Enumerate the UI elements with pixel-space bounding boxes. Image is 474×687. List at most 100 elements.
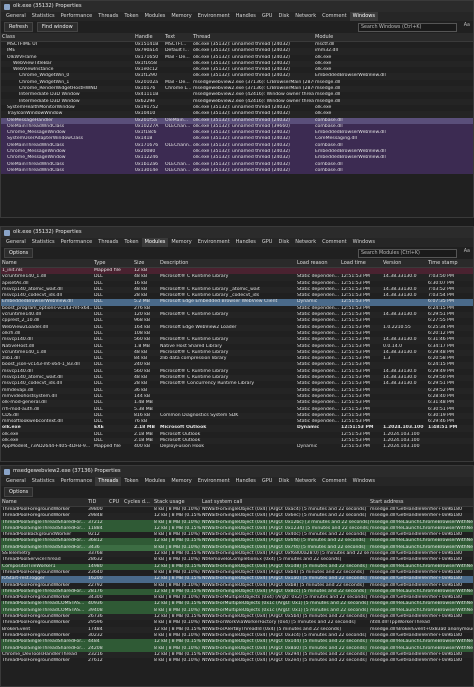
column-header-last-system-call[interactable]: Last system call [202,499,243,505]
module-row[interactable]: boost_json-vc143-mt-x64-1_83.dll DLL 240 k… [1,362,473,369]
thread-row[interactable]: ThreadPoolSingleThreadSharedFor... 4484 12… [1,639,473,646]
window-row[interactable]: OleMainThreadWndClass 0x10227A OLEChan... o… [1,123,473,131]
window-row[interactable]: SystemHealthMonitorWindow 0x191752 olk.exe… [1,105,473,111]
column-header-load-time[interactable]: Load time [341,260,366,266]
tab-memory[interactable]: Memory [171,478,192,484]
module-row[interactable]: WebView2Loader.dll DLL 164 kB Microsoft Edg… [1,324,473,331]
tab-windows[interactable]: Windows [352,478,375,484]
tab-statistics[interactable]: Statistics [31,239,55,245]
module-row[interactable]: olk.exe EXE 2.18 MB Microsoft Outlook Dynami… [1,425,473,432]
module-row[interactable]: cpprest_2_10.dll DLL 968 kB Static dependen… [1,318,473,324]
window-row[interactable]: WebViewInstance 0x1e0c12 olk.exe (35132): … [1,67,473,73]
thread-row[interactable]: ThreadPoolForegroundWorker 26736 12 kB | 8… [1,614,473,621]
thread-row[interactable]: ThreadPoolForegroundWorker 34300 8 kB | 8 … [1,595,473,601]
match-case-toggle[interactable]: Aa [463,23,470,28]
column-header-start-address[interactable]: Start address [370,499,404,505]
tab-token[interactable]: Token [124,13,139,19]
tab-handles[interactable]: Handles [235,478,256,484]
thread-row[interactable]: ThreadPoolForegroundWorker 30232 8 kB | 8 … [1,633,473,639]
module-row[interactable]: msvcp140.dll DLL 560 kB Microsoft® C Runtim… [1,337,473,344]
module-row[interactable]: msvcp140.dll DLL 560 kB Microsoft® C Runtim… [1,369,473,375]
module-row[interactable]: boost_program_options-vc143-mt-x64... DLL… [1,306,473,312]
module-row[interactable]: vcruntime140_1.dll DLL 48 kB Microsoft® C R… [1,274,473,281]
column-header-stack-usage[interactable]: Stack usage [154,499,185,505]
column-header-cycles-d[interactable]: Cycles d... [124,499,150,505]
module-row[interactable]: olk.exe DLL 2.18 MB Microsoft Outlook 12:51:… [1,438,473,445]
tab-disk[interactable]: Disk [278,478,290,484]
tab-memory[interactable]: Memory [171,239,192,245]
tab-comment[interactable]: Comment [322,478,347,484]
window-row[interactable]: SystemUserAdapterWindowClass 0x1418 olk.ex… [1,136,473,143]
match-case-toggle[interactable]: Aa [463,249,470,254]
module-row[interactable]: mmvideohostsystem.dll DLL 144 kB Static dep… [1,394,473,400]
tab-network[interactable]: Network [295,239,317,245]
window-row[interactable]: OleMainThreadWndClass 0x171676 OLEChann...… [1,142,473,150]
module-row[interactable]: EmbeddedBrowserWebView.dll DLL 5.2 MB Micro… [1,299,473,306]
tab-token[interactable]: Token [124,478,139,484]
thread-row[interactable]: ThreadPoolSingleThreadSharedFor... 24208 8… [1,645,473,652]
tab-gpu[interactable]: GPU [261,239,273,245]
tab-general[interactable]: General [6,13,26,19]
thread-row[interactable]: BrokerEvent 17484 12 kB | 8 MB (0.15%) NtWa… [1,626,473,633]
thread-row[interactable]: Chrome_DevToolsHandlerThread 23216 12 kB |… [1,651,473,659]
title-bar[interactable]: olk.exe (35132) Properties [1,227,473,238]
tab-environment[interactable]: Environment [197,239,230,245]
tab-performance[interactable]: Performance [60,478,93,484]
column-header-class[interactable]: Class [2,34,16,40]
window-row[interactable]: Intermediate D3D Window 0x41111B msedgeweb… [1,92,473,98]
module-row[interactable]: 1_init.nls Mapped file 12 kB [1,268,473,275]
thread-row[interactable]: ThreadPoolBackgroundWorker 9212 8 kB | 8 M… [1,532,473,538]
window-row[interactable]: Chrome_WidgetWin_0 0x1f1290 olk.exe (35132… [1,73,473,80]
tab-disk[interactable]: Disk [278,239,290,245]
module-row[interactable]: mmsoftlookwebcontext.dll DLL 76 kB Static d… [1,419,473,425]
tab-disk[interactable]: Disk [278,13,290,19]
thread-row[interactable]: ThreadPoolForegroundWorker 27612 8 kB | 8 … [1,658,473,664]
title-bar[interactable]: msedgewebview2.exe (37136) Properties [1,466,473,477]
module-row[interactable]: mmdevapi.dll DLL 36 kB Static dependen... 12… [1,387,473,394]
module-row[interactable]: msvcp140_atomic_wait.dll DLL 48 kB Microsof… [1,286,473,294]
tab-environment[interactable]: Environment [197,13,230,19]
column-header-type[interactable]: Type [94,260,106,266]
search-input[interactable]: Search Windows (Ctrl+K) [358,23,457,32]
window-row[interactable]: OleMainThreadWndClass 0x1b12a6 OLEChan... o… [1,161,473,168]
tab-modules[interactable]: Modules [141,238,169,247]
thread-row[interactable]: ThreadPoolSingleThreadSharedFor... 37212 8… [1,519,473,526]
module-row[interactable]: CDS.dll DLL 816 kB Common Diagnostics Syste… [1,412,473,420]
module-row[interactable]: olkrh.dll DLL 108 kB Static dependen... 12:5… [1,331,473,337]
module-row[interactable]: apisetAs.dll DLL 16 kB Static dependen... 12… [1,281,473,287]
window-row[interactable]: Intermediate D3D Window 0x6229e msedgewebv… [1,98,473,105]
tab-environment[interactable]: Environment [197,478,230,484]
tab-modules[interactable]: Modules [144,13,166,19]
window-row[interactable]: IME 0x790a14 Default I... olk.exe (35132): … [1,48,473,55]
tab-windows[interactable]: Windows [352,239,375,245]
column-header-tid[interactable]: TID [88,499,97,505]
thread-row[interactable]: ThreadPoolForegroundWorker 22792 8 kB | 8 … [1,583,473,589]
refresh-button[interactable]: Refresh [4,22,33,32]
tab-threads[interactable]: Threads [95,477,122,486]
column-header-size[interactable]: Size [134,260,145,266]
window-row[interactable]: MSCTFIME UI 0x15141B MSCTFI... olk.exe (351… [1,42,473,48]
thread-row[interactable]: ThreadPoolForegroundWorker 23640 8 kB | 8 … [1,570,473,576]
tab-gpu[interactable]: GPU [261,13,273,19]
tab-gpu[interactable]: GPU [261,478,273,484]
column-header-time-stamp[interactable]: Time stamp [428,260,458,266]
search-input[interactable]: Search Modules (Ctrl+K) [358,249,457,258]
tab-handles[interactable]: Handles [235,13,256,19]
window-row[interactable]: Chrome_RenderWidgetHostHWND 0x10176 Chrome… [1,86,473,93]
thread-row[interactable]: ThreadPoolSingleThreadSharedFor... 36812 1… [1,538,473,545]
tab-token[interactable]: Token [124,239,139,245]
module-row[interactable]: msvcp140_codecvt_ids.dll DLL 28 kB Microsof… [1,381,473,387]
options-button[interactable]: Options [4,248,34,258]
column-header-handle[interactable]: Handle [135,34,153,40]
window-row[interactable]: TrayIconWindowWindow 0x10410 olk.exe (3513… [1,111,473,118]
window-row[interactable]: OlkWVFrame 0x171650 Mail - De... olk.exe (3… [1,55,473,61]
tab-network[interactable]: Network [295,478,317,484]
module-row[interactable]: msvcp140_atomic_wait.dll DLL 48 kB Microsof… [1,375,473,382]
column-header-cpu[interactable]: CPU [109,499,120,505]
column-header-description[interactable]: Description [160,260,189,266]
tab-threads[interactable]: Threads [98,13,119,19]
module-row[interactable]: NativeHost.dll DLL 1.8 MB Native Host Share… [1,344,473,350]
module-row[interactable]: zlib1.dll DLL 84 kB zlib data compression l… [1,356,473,362]
window-row[interactable]: WebViewTitleBar 0x1f1658 olk.exe (35132): … [1,60,473,68]
thread-row[interactable]: SSTelemetry 33768 12 kB | 8 MB (0.15%) NtWa… [1,551,473,558]
